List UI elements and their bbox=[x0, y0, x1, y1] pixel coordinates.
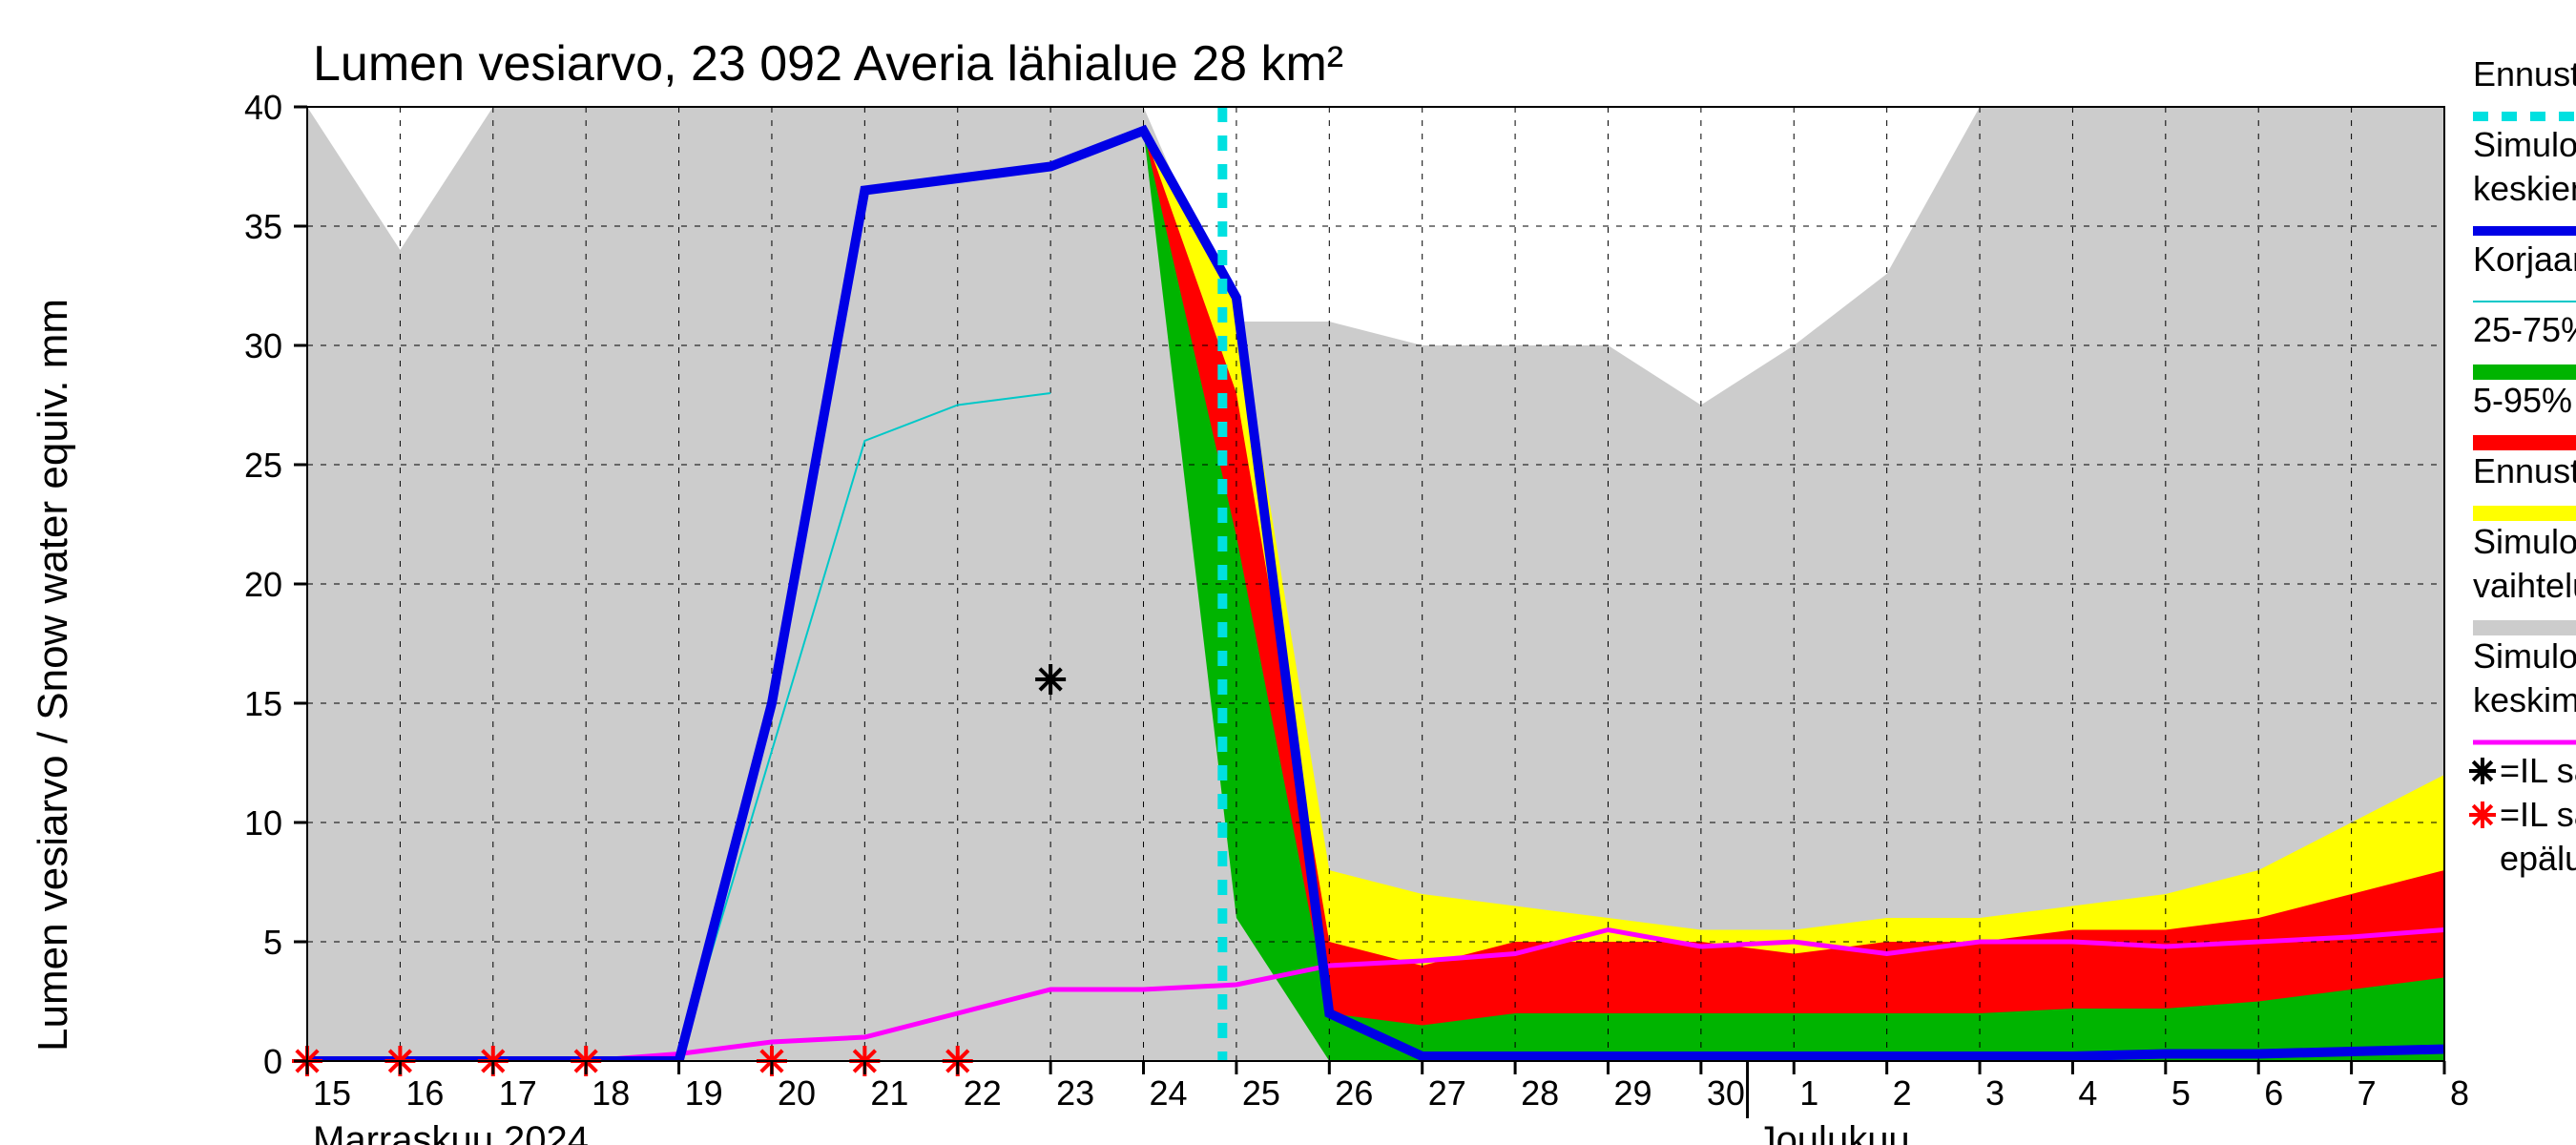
y-tick-label: 25 bbox=[244, 446, 282, 485]
x-tick-label: 23 bbox=[1056, 1073, 1094, 1113]
legend-label: Simuloitujen arvojen bbox=[2473, 522, 2576, 561]
y-axis-label: Lumen vesiarvo / Snow water equiv. mm bbox=[30, 299, 76, 1051]
x-tick-label: 24 bbox=[1150, 1073, 1188, 1113]
y-tick-label: 40 bbox=[244, 88, 282, 127]
legend-label: Simuloitu historia ja bbox=[2473, 125, 2576, 164]
chart-svg: 0510152025303540151617181920212223242526… bbox=[0, 0, 2576, 1145]
y-tick-label: 0 bbox=[263, 1042, 282, 1081]
x-tick-label: 30 bbox=[1707, 1073, 1745, 1113]
y-tick-label: 30 bbox=[244, 326, 282, 365]
legend-label: vaihteluväli 1962-2023 bbox=[2473, 566, 2576, 605]
x-tick-label: 2 bbox=[1893, 1073, 1912, 1113]
satellite-obs-marker bbox=[1035, 664, 1066, 695]
legend-label: 5-95% Vaihteluväli bbox=[2473, 381, 2576, 420]
legend-label: epäluotettava bbox=[2500, 839, 2576, 878]
x-tick-label: 7 bbox=[2358, 1073, 2377, 1113]
legend-label: Korjaamaton bbox=[2473, 239, 2576, 279]
x-tick-label: 6 bbox=[2264, 1073, 2283, 1113]
legend-label: 25-75% Vaihteluväli bbox=[2473, 310, 2576, 349]
legend-marker-red bbox=[2469, 802, 2496, 828]
x-tick-label: 5 bbox=[2171, 1073, 2191, 1113]
y-tick-label: 10 bbox=[244, 803, 282, 843]
legend-label: =IL satelliittihavainto bbox=[2500, 795, 2576, 834]
chart-title: Lumen vesiarvo, 23 092 Averia lähialue 2… bbox=[313, 36, 1343, 92]
x-tick-label: 18 bbox=[592, 1073, 630, 1113]
legend-label: =IL satelliittihavainto bbox=[2500, 751, 2576, 790]
y-tick-label: 15 bbox=[244, 684, 282, 723]
x-tick-label: 17 bbox=[499, 1073, 537, 1113]
y-tick-label: 20 bbox=[244, 565, 282, 604]
legend-label: keskimääräinen arvo bbox=[2473, 680, 2576, 719]
x-tick-label: 19 bbox=[685, 1073, 723, 1113]
y-tick-label: 5 bbox=[263, 923, 282, 962]
x-tick-label: 21 bbox=[870, 1073, 908, 1113]
legend-label: keskiennuste bbox=[2473, 169, 2576, 208]
x-tick-label: 20 bbox=[778, 1073, 816, 1113]
x-tick-label: 1 bbox=[1799, 1073, 1818, 1113]
legend-label: Ennusteen alku bbox=[2473, 54, 2576, 94]
x-tick-label: 29 bbox=[1613, 1073, 1652, 1113]
month-label-fi: Joulukuu bbox=[1757, 1119, 1910, 1145]
month-label-fi: Marraskuu 2024 bbox=[313, 1119, 589, 1145]
x-tick-label: 25 bbox=[1242, 1073, 1280, 1113]
legend-label: Ennusteen vaihteluväli bbox=[2473, 451, 2576, 490]
x-tick-label: 28 bbox=[1521, 1073, 1559, 1113]
x-tick-label: 27 bbox=[1428, 1073, 1466, 1113]
x-tick-label: 16 bbox=[405, 1073, 444, 1113]
x-tick-label: 8 bbox=[2450, 1073, 2469, 1113]
chart-container: 0510152025303540151617181920212223242526… bbox=[0, 0, 2576, 1145]
x-tick-label: 26 bbox=[1335, 1073, 1373, 1113]
x-tick-label: 3 bbox=[1985, 1073, 2005, 1113]
legend-label: Simuloitujen arvojen bbox=[2473, 636, 2576, 676]
legend-marker-black bbox=[2469, 758, 2496, 784]
y-tick-label: 35 bbox=[244, 207, 282, 246]
x-tick-label: 22 bbox=[964, 1073, 1002, 1113]
x-tick-label: 15 bbox=[313, 1073, 351, 1113]
x-tick-label: 4 bbox=[2078, 1073, 2097, 1113]
